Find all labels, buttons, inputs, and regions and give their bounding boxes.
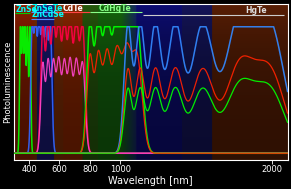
Text: HgTe: HgTe: [245, 6, 267, 15]
Text: CdHgTe: CdHgTe: [98, 4, 131, 13]
Text: CdTe: CdTe: [63, 4, 83, 13]
X-axis label: Wavelength [nm]: Wavelength [nm]: [108, 176, 193, 186]
Y-axis label: Photoluminescence: Photoluminescence: [3, 41, 13, 123]
Text: ZnSe: ZnSe: [16, 5, 38, 14]
Text: ZnCdSe: ZnCdSe: [31, 10, 64, 19]
Text: ZnSeTe: ZnSeTe: [31, 4, 63, 13]
